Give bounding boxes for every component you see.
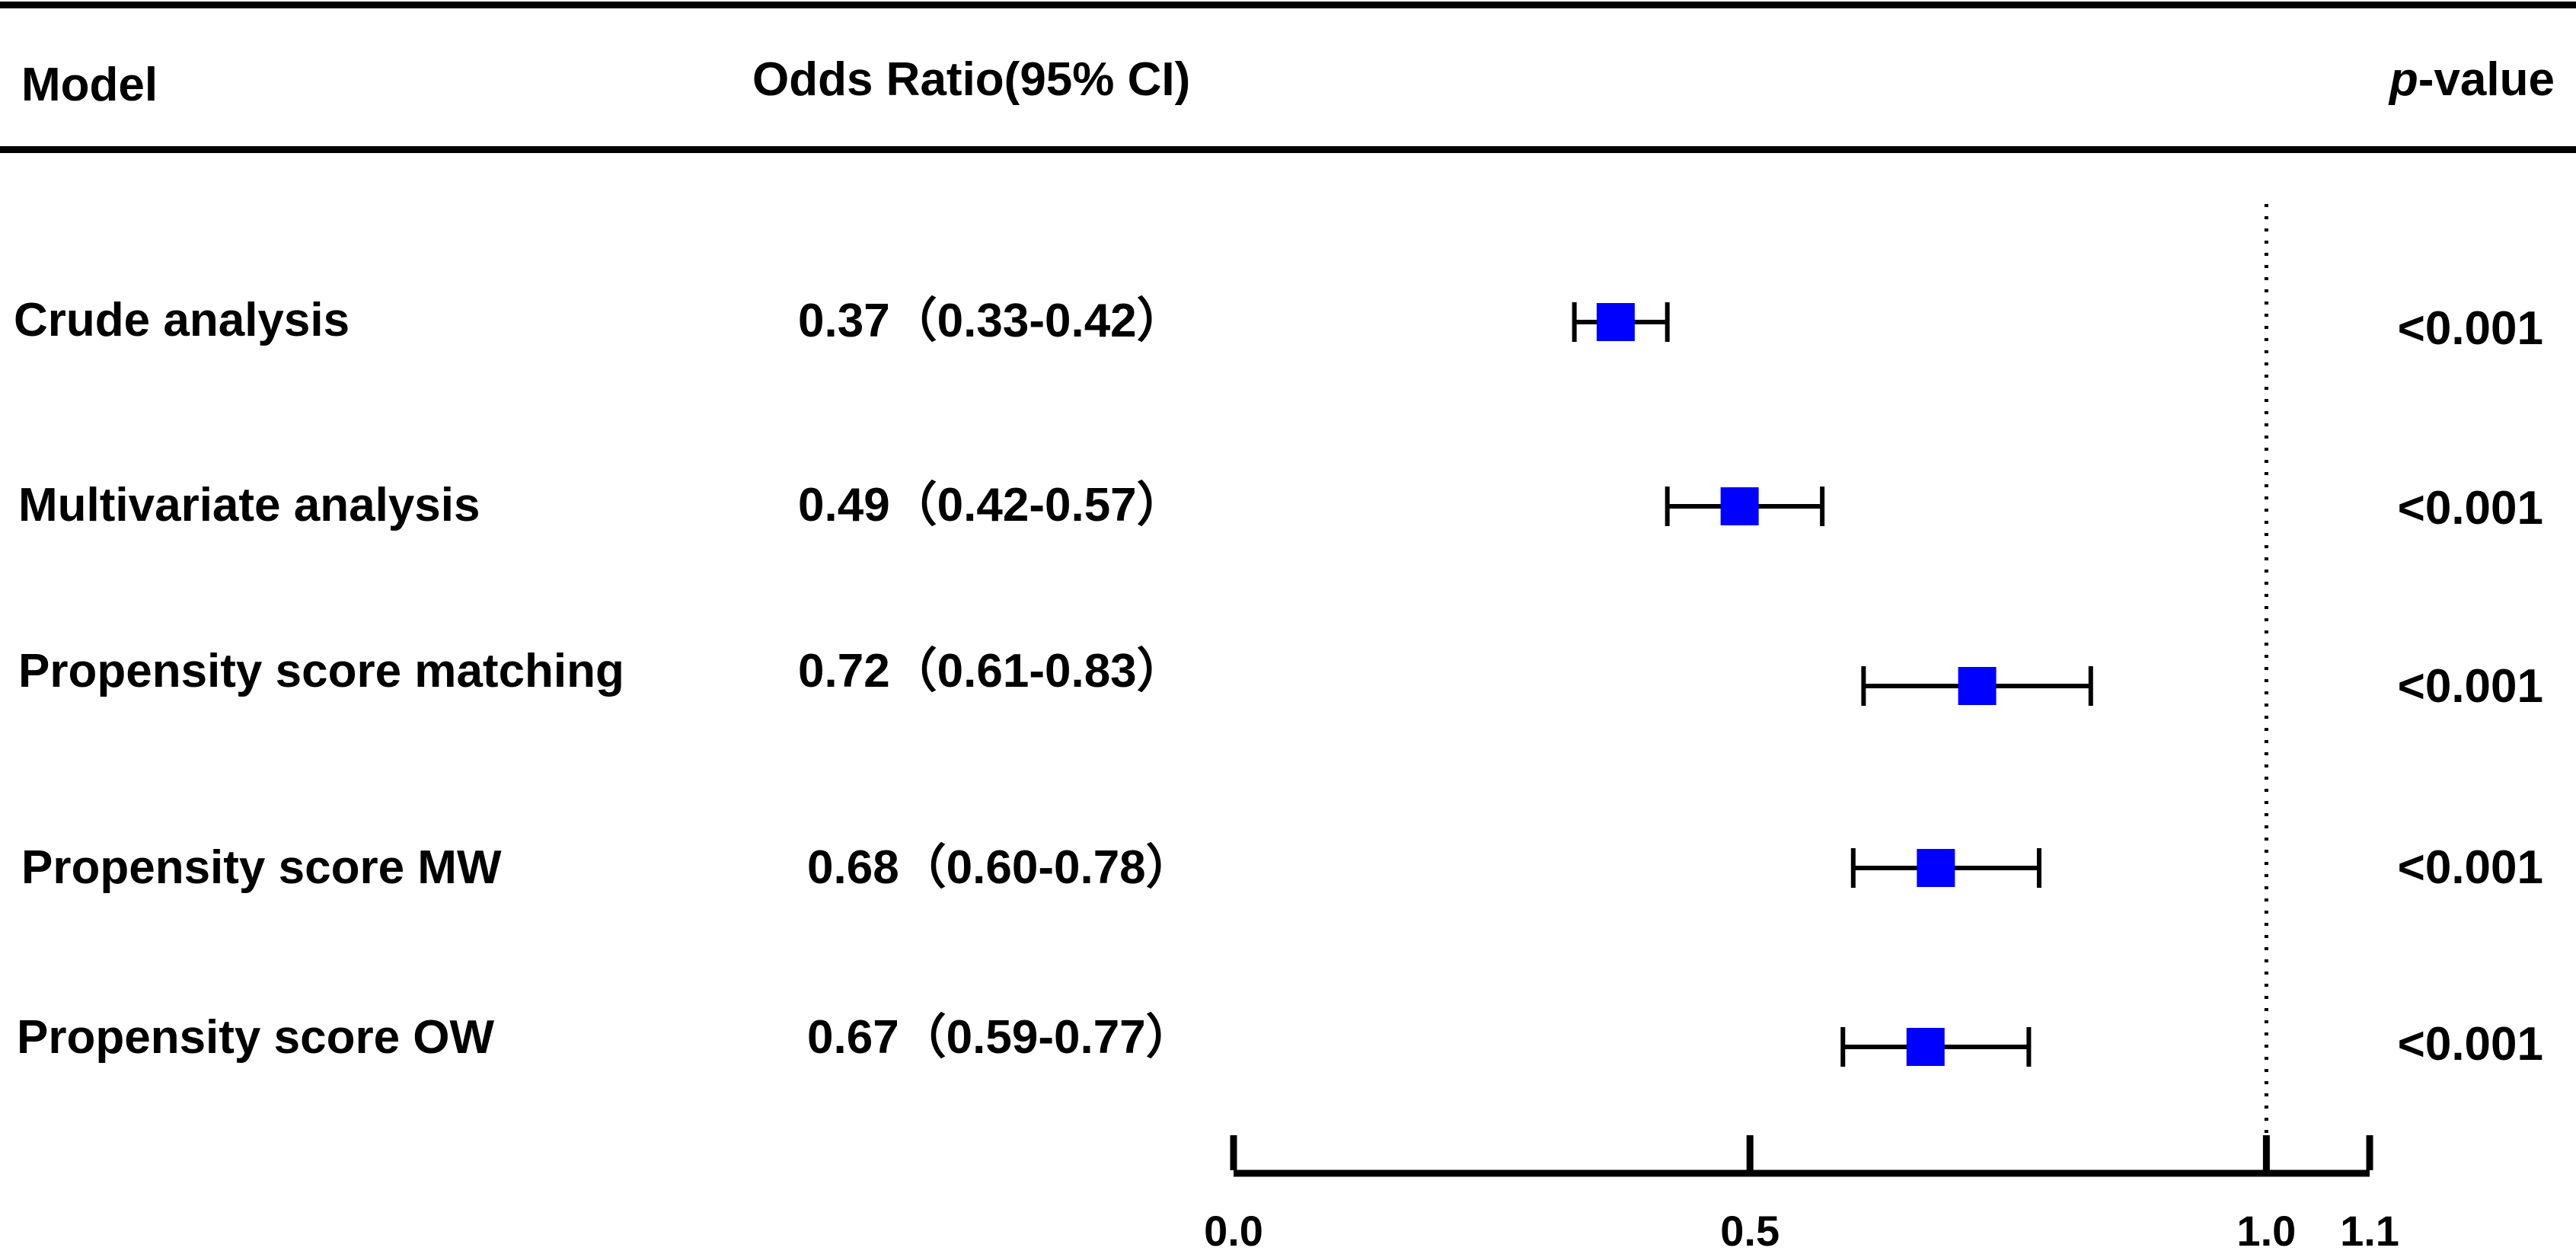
header-rule bbox=[0, 146, 2576, 153]
odds-ratio-marker bbox=[1906, 1028, 1945, 1066]
x-tick-label: 1.0 bbox=[2236, 1207, 2296, 1254]
header-odds-ratio: Odds Ratio(95% CI) bbox=[752, 53, 1190, 106]
x-axis: 0.0 0.5 1.0 1.1 bbox=[1204, 1135, 2399, 1254]
p-value-text: <0.001 bbox=[2398, 841, 2543, 894]
row-label: Propensity score OW bbox=[17, 1011, 495, 1064]
p-value-text: <0.001 bbox=[2398, 302, 2543, 355]
x-tick-label: 1.1 bbox=[2340, 1207, 2399, 1254]
row-label: Crude analysis bbox=[14, 294, 350, 346]
x-tick-label: 0.5 bbox=[1720, 1207, 1780, 1254]
data-marks bbox=[1572, 302, 2093, 1067]
x-tick-label: 0.0 bbox=[1204, 1207, 1263, 1254]
or-ci-text: 0.49（0.42-0.57） bbox=[798, 478, 1184, 531]
row-labels: Crude analysis Multivariate analysis Pro… bbox=[14, 294, 624, 1064]
odds-ratio-marker bbox=[1958, 667, 1997, 705]
p-value-text: <0.001 bbox=[2398, 482, 2543, 534]
header-p-suffix: -value bbox=[2418, 53, 2555, 106]
header-p-prefix: p bbox=[2388, 53, 2418, 106]
p-value-text: <0.001 bbox=[2398, 1018, 2543, 1071]
or-ci-text: 0.68（0.60-0.78） bbox=[807, 841, 1193, 894]
odds-ratio-marker bbox=[1596, 303, 1635, 341]
or-ci-text: 0.37（0.33-0.42） bbox=[798, 294, 1184, 347]
or-ci-text: 0.67（0.59-0.77） bbox=[807, 1010, 1193, 1064]
row-label: Multivariate analysis bbox=[18, 479, 480, 531]
or-ci-text: 0.72（0.61-0.83） bbox=[798, 644, 1184, 697]
odds-ratio-marker bbox=[1720, 487, 1759, 525]
row-label: Propensity score matching bbox=[18, 645, 624, 697]
header-p-value: p-value bbox=[2388, 53, 2555, 106]
top-rule bbox=[0, 2, 2576, 8]
row-label: Propensity score MW bbox=[21, 841, 502, 894]
or-column: 0.37（0.33-0.42） 0.49（0.42-0.57） 0.72（0.6… bbox=[798, 294, 1193, 1064]
p-value-column: <0.001 <0.001 <0.001 <0.001 <0.001 bbox=[2398, 302, 2543, 1071]
odds-ratio-marker bbox=[1917, 849, 1955, 887]
p-value-text: <0.001 bbox=[2398, 660, 2543, 713]
header-model: Model bbox=[21, 59, 158, 111]
